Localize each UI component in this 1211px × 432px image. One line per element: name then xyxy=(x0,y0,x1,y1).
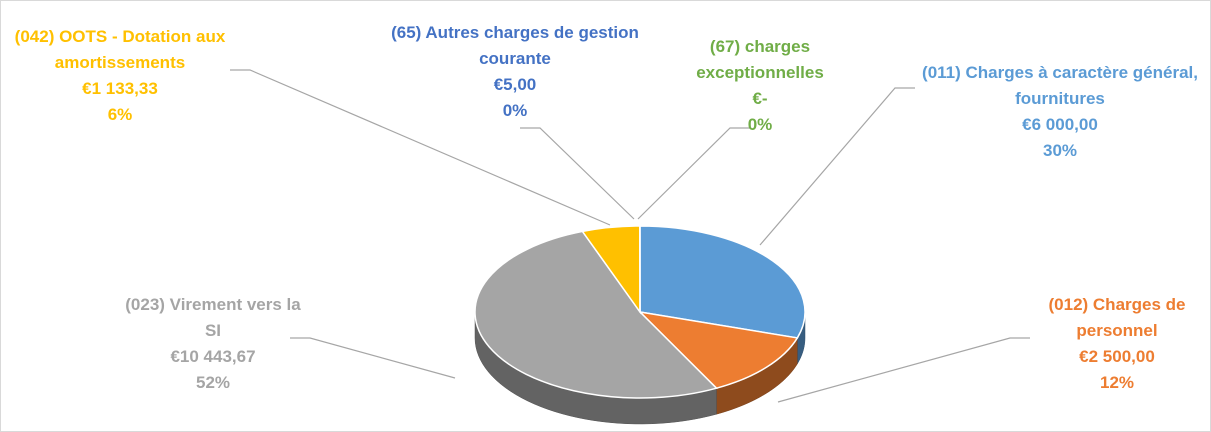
data-label: (67) charges exceptionnelles €- 0% xyxy=(675,34,845,138)
leader-line xyxy=(230,69,611,226)
category-label: (67) charges exceptionnelles xyxy=(696,37,824,82)
category-label: (042) OOTS - Dotation aux amortissements xyxy=(14,27,226,72)
value-label: €1 133,33 xyxy=(82,79,158,98)
leader-line xyxy=(520,127,635,220)
category-label: (023) Virement vers la SI xyxy=(125,295,301,340)
leader-line xyxy=(777,337,1030,403)
percent-label: 30% xyxy=(1042,141,1078,160)
value-label: €10 443,67 xyxy=(170,347,256,366)
leader-line xyxy=(290,337,456,379)
percent-label: 12% xyxy=(1099,373,1135,392)
percent-label: 6% xyxy=(107,105,133,124)
leader-line xyxy=(759,87,915,246)
slice xyxy=(474,230,718,399)
data-label: (012) Charges de personnel €2 500,00 12% xyxy=(1027,292,1207,396)
percent-label: 0% xyxy=(502,101,528,120)
category-label: (012) Charges de personnel xyxy=(1048,295,1186,340)
data-label: (65) Autres charges de gestion courante €… xyxy=(385,20,645,124)
slice xyxy=(639,225,806,339)
category-label: (65) Autres charges de gestion courante xyxy=(391,23,639,68)
slice xyxy=(637,310,799,390)
percent-label: 52% xyxy=(195,373,231,392)
category-label: (011) Charges à caractère général, fourn… xyxy=(922,63,1198,108)
data-label: (042) OOTS - Dotation aux amortissements… xyxy=(5,24,235,128)
leader-line xyxy=(637,127,750,220)
value-label: €6 000,00 xyxy=(1022,115,1098,134)
data-label: (023) Virement vers la SI €10 443,67 52% xyxy=(118,292,308,396)
percent-label: 0% xyxy=(747,115,773,134)
value-label: €- xyxy=(752,89,768,108)
data-label: (011) Charges à caractère général, fourn… xyxy=(915,60,1205,164)
value-label: €5,00 xyxy=(493,75,537,94)
value-label: €2 500,00 xyxy=(1079,347,1155,366)
